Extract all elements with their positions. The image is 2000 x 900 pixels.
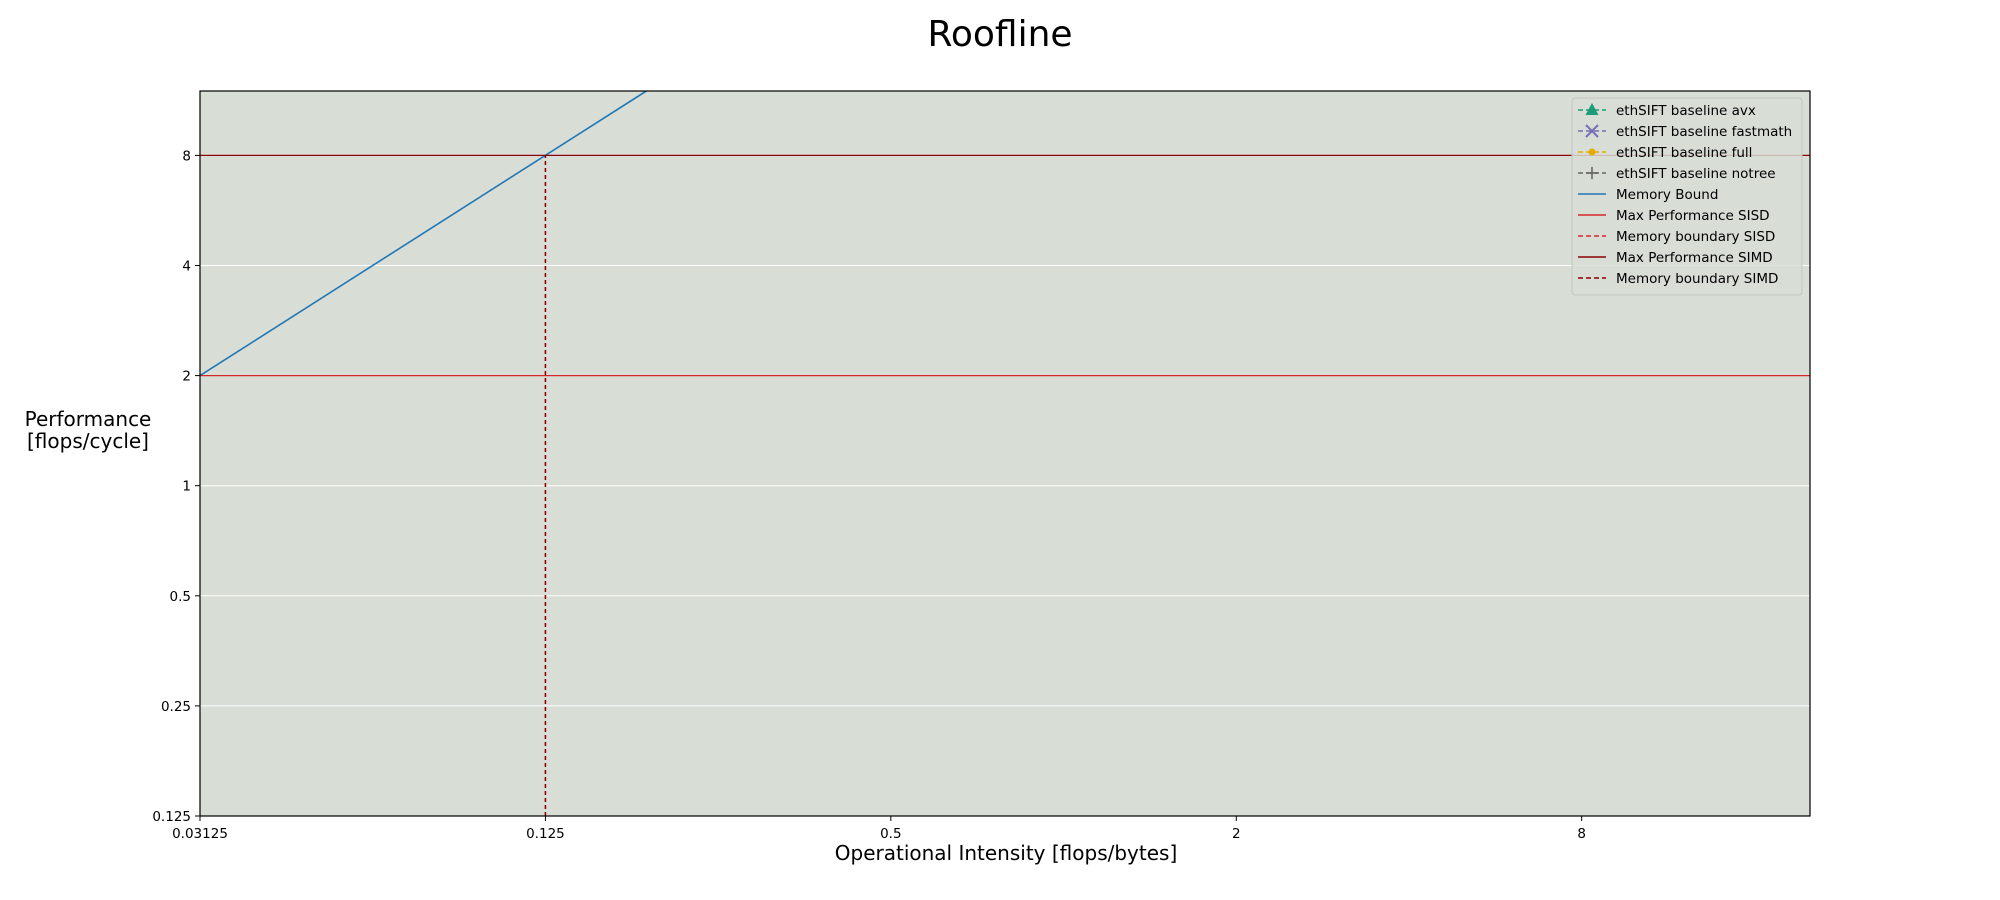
- dot-marker-icon: [1588, 148, 1596, 156]
- legend-item: Memory boundary SIMD: [1578, 271, 1778, 287]
- plot-frame: [199, 90, 1811, 817]
- legend-item: ethSIFT baseline full: [1578, 145, 1752, 161]
- x-tick-label: 2: [1232, 826, 1241, 842]
- legend-label: Memory boundary SIMD: [1616, 271, 1778, 287]
- y-tick-label: 0.5: [170, 589, 191, 605]
- x-marker-icon: [1585, 124, 1599, 138]
- legend-label: Max Performance SIMD: [1616, 250, 1773, 266]
- x-tick-label: 0.03125: [172, 826, 228, 842]
- x-tick-label: 8: [1577, 826, 1586, 842]
- legend-item: ethSIFT baseline fastmath: [1578, 124, 1792, 140]
- legend-item: Memory boundary SISD: [1578, 229, 1775, 245]
- series-layer: [200, 91, 1810, 816]
- triangle-marker-icon: [1585, 103, 1599, 115]
- y-tick-label: 1: [182, 479, 191, 495]
- legend: ethSIFT baseline avx ethSIFT baseline fas…: [1571, 97, 1803, 296]
- legend-item: Memory Bound: [1578, 187, 1718, 203]
- legend-label: ethSIFT baseline notree: [1616, 166, 1776, 182]
- y-tick-label: 8: [182, 148, 191, 164]
- y-axis: 0.125 0.25 0.5 1 2 4 8: [152, 148, 200, 825]
- y-tick-label: 0.25: [161, 699, 191, 715]
- x-axis: 0.03125 0.125 0.5 2 8: [172, 816, 1586, 842]
- legend-item: Max Performance SISD: [1578, 208, 1770, 224]
- y-tick-label: 4: [182, 259, 191, 275]
- legend-label: Max Performance SISD: [1616, 208, 1770, 224]
- legend-label: Memory boundary SISD: [1616, 229, 1775, 245]
- legend-label: ethSIFT baseline full: [1616, 145, 1752, 161]
- x-tick-label: 0.125: [526, 826, 565, 842]
- x-tick-label: 0.5: [880, 826, 901, 842]
- y-axis-label-line-1: Performance: [25, 407, 152, 431]
- series-memory-bound: [200, 91, 648, 377]
- y-tick-label: 0.125: [152, 809, 191, 825]
- legend-item: Max Performance SIMD: [1578, 250, 1773, 266]
- legend-item: ethSIFT baseline notree: [1578, 166, 1776, 182]
- legend-box: [1571, 97, 1803, 296]
- legend-label: ethSIFT baseline fastmath: [1616, 124, 1792, 140]
- legend-item: ethSIFT baseline avx: [1578, 103, 1756, 119]
- x-axis-label: Operational Intensity [flops/bytes]: [835, 841, 1178, 865]
- y-axis-label-line-2: [flops/cycle]: [27, 429, 149, 453]
- plot-area: [200, 91, 1810, 816]
- legend-label: ethSIFT baseline avx: [1616, 103, 1756, 119]
- chart-title: Roofline: [927, 14, 1072, 55]
- y-tick-label: 2: [182, 369, 191, 385]
- legend-label: Memory Bound: [1616, 187, 1718, 203]
